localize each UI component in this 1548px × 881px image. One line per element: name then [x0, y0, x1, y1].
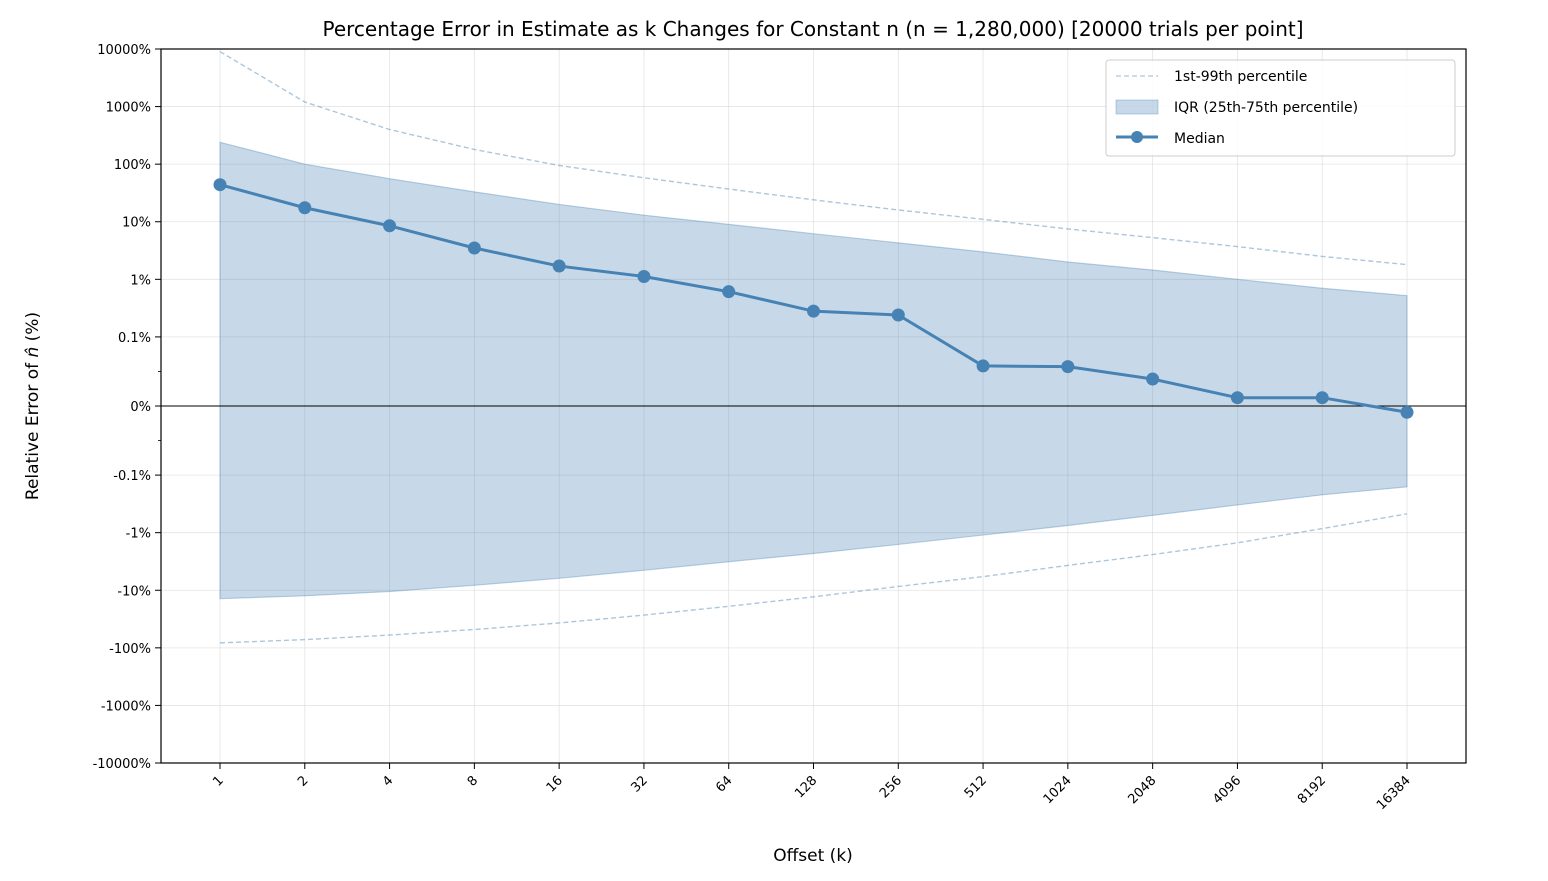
y-tick-label: 10000%	[97, 43, 151, 58]
legend-swatch-median-marker	[1131, 131, 1143, 143]
legend-box	[1105, 59, 1456, 157]
y-axis-title-prefix: Relative Error of	[23, 358, 43, 501]
y-axis-title-suffix: (%)	[23, 312, 43, 347]
y-tick-label: -1000%	[101, 699, 151, 714]
median-point	[213, 178, 227, 192]
y-tick-label: 0%	[130, 400, 151, 415]
median-point	[1400, 405, 1414, 419]
legend-label-iqr: IQR (25th-75th percentile)	[1174, 100, 1358, 116]
y-tick-label: -10%	[117, 584, 151, 599]
median-point	[298, 201, 312, 215]
y-axis-title: Relative Error of n̂ (%)	[23, 312, 43, 500]
y-tick-label: -0.1%	[113, 469, 151, 484]
y-tick-label: 1%	[130, 273, 151, 288]
y-tick-label: -1%	[126, 527, 151, 542]
y-axis-title-symbol: n̂	[23, 347, 43, 358]
median-point	[552, 259, 566, 273]
plot-area-frame	[160, 48, 1467, 764]
median-point	[637, 269, 651, 283]
legend-label-median: Median	[1174, 131, 1225, 147]
line-layer	[161, 178, 1466, 419]
median-point	[1146, 372, 1160, 386]
y-tick-label: -10000%	[93, 757, 151, 772]
y-tick-label: -100%	[109, 642, 151, 657]
y-tick-label: 10%	[122, 216, 151, 231]
median-point	[467, 241, 481, 255]
y-tick-label: 100%	[114, 158, 151, 173]
median-point	[1230, 391, 1244, 405]
y-tick-label: 1000%	[106, 101, 151, 116]
legend-label-percentile: 1st-99th percentile	[1174, 69, 1307, 85]
percentile-upper-line	[219, 51, 1408, 266]
legend-swatch-iqr	[1115, 99, 1159, 115]
median-point	[722, 285, 736, 299]
y-tick-label: 0.1%	[118, 331, 151, 346]
median-point	[1315, 391, 1329, 405]
median-point	[976, 359, 990, 373]
percentile-lower-line	[219, 513, 1408, 644]
median-point	[891, 308, 905, 322]
median-point	[383, 219, 397, 233]
legend: 1st-99th percentile IQR (25th-75th perce…	[1105, 59, 1456, 157]
median-point	[807, 304, 820, 318]
median-point	[1061, 360, 1075, 374]
x-axis-title: Offset (k)	[773, 846, 853, 866]
chart-title: Percentage Error in Estimate as k Change…	[322, 17, 1303, 41]
